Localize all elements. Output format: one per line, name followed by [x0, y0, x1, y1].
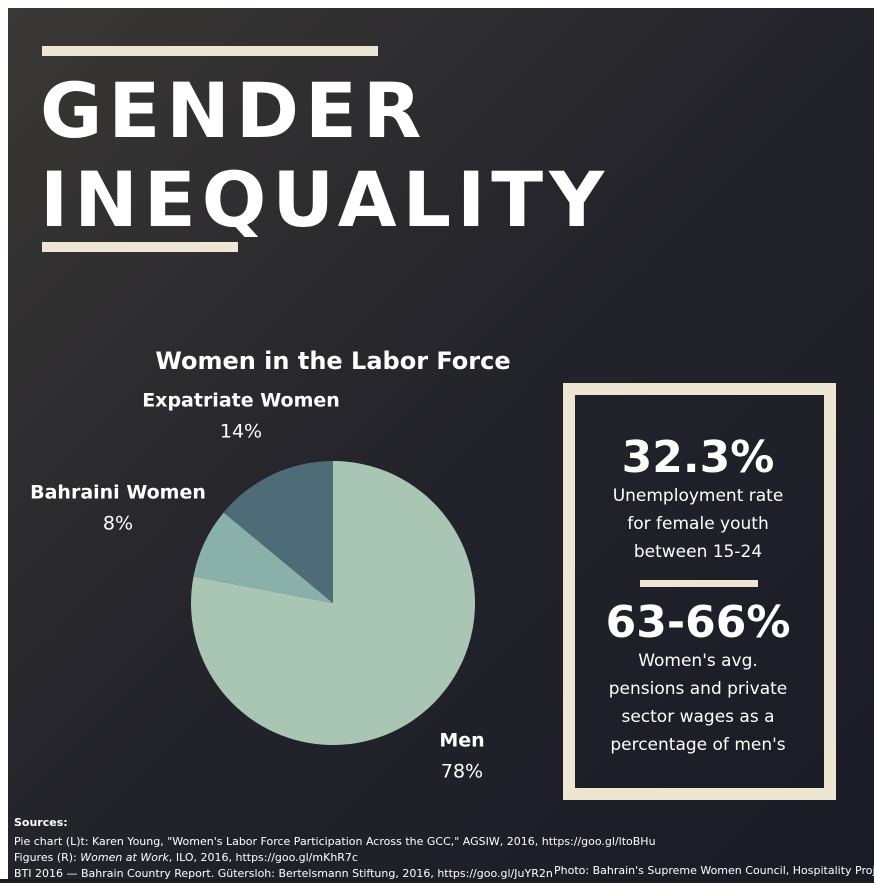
source-line: Figures (R): Women at Work, ILO, 2016, h… — [14, 851, 358, 864]
stats-box — [563, 383, 836, 800]
slice-label: Bahraini Women — [30, 482, 206, 504]
stat-desc: Women's avg. — [638, 651, 758, 671]
source-part: , ILO, 2016, https://goo.gl/mKhR7c — [169, 851, 358, 864]
pie-slice — [193, 512, 333, 603]
slice-label: Expatriate Women — [142, 390, 340, 412]
stat-desc: for female youth — [627, 514, 768, 534]
source-line: BTI 2016 — Bahrain Country Report. Güter… — [14, 867, 553, 879]
chart-title: Women in the Labor Force — [155, 347, 510, 375]
pie: Men 78% Bahraini Women 8% Expatriate Women 14… — [30, 390, 485, 783]
stat-desc: Unemployment rate — [613, 486, 784, 506]
stats-divider — [640, 580, 758, 587]
title-line: GENDER — [40, 66, 427, 155]
stat-value: 63-66% — [606, 597, 791, 648]
left-margin — [0, 0, 8, 879]
stats: 32.3% Unemployment rate for female youth be… — [606, 432, 791, 755]
background — [8, 8, 874, 879]
slice-label: Men — [439, 730, 484, 752]
stat-value: 32.3% — [622, 432, 775, 483]
title-bar-bottom — [42, 242, 238, 252]
sources: Sources: Pie chart (L)t: Karen Young, "W… — [14, 816, 874, 880]
slice-value: 14% — [220, 421, 262, 443]
source-line: Pie chart (L)t: Karen Young, "Women's La… — [14, 835, 656, 848]
slice-value: 8% — [103, 513, 133, 535]
stat-desc: sector wages as a — [621, 707, 774, 727]
title-bar-top — [42, 46, 378, 56]
source-part: Figures (R): — [14, 851, 80, 864]
slice-value: 78% — [441, 761, 483, 783]
source-part: Women at Work — [80, 851, 169, 864]
title-line: INEQUALITY — [40, 155, 610, 244]
top-margin — [0, 0, 874, 8]
sources-heading: Sources: — [14, 816, 68, 829]
stat-desc: percentage of men's — [610, 735, 785, 755]
pie-slice — [223, 461, 333, 603]
stat-desc: between 15-24 — [634, 542, 762, 562]
photo-credit: Photo: Bahrain's Supreme Women Council, … — [554, 864, 874, 877]
stat-desc: pensions and private — [609, 679, 788, 699]
